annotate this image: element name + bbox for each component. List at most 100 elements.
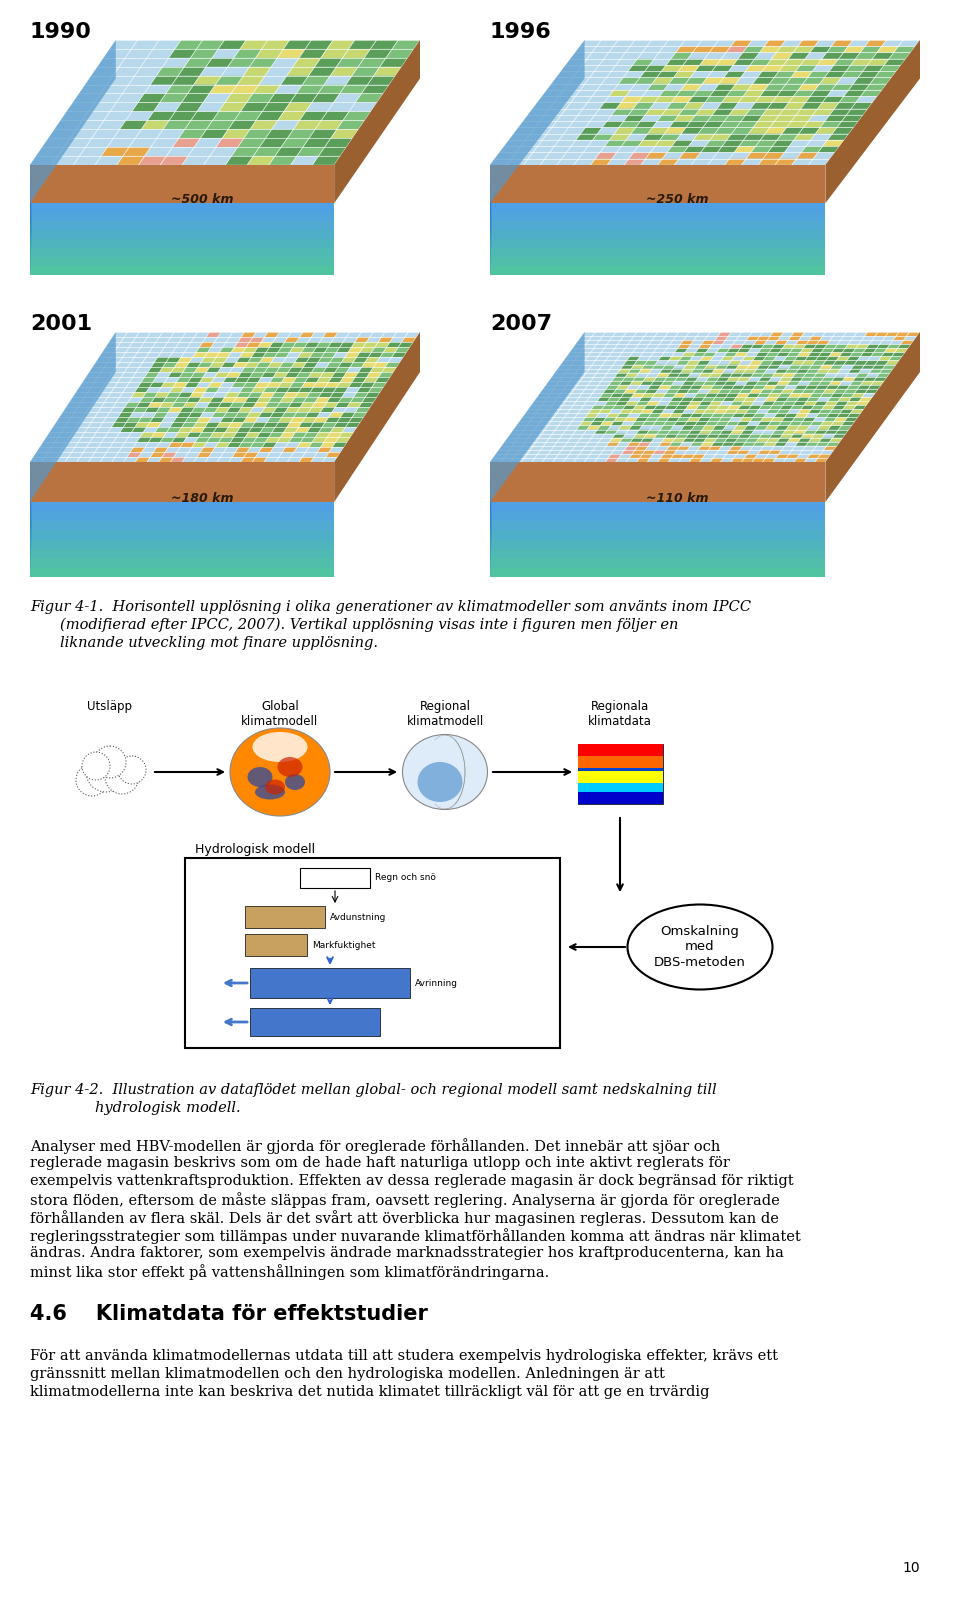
Polygon shape (30, 568, 334, 578)
Polygon shape (378, 338, 394, 342)
Polygon shape (613, 83, 636, 90)
Polygon shape (586, 413, 599, 418)
Polygon shape (603, 333, 616, 336)
Polygon shape (579, 336, 592, 341)
Polygon shape (725, 115, 746, 122)
Polygon shape (490, 224, 492, 275)
Polygon shape (559, 450, 572, 454)
Polygon shape (784, 386, 798, 389)
Polygon shape (538, 394, 551, 397)
Polygon shape (198, 362, 213, 366)
Polygon shape (598, 454, 612, 458)
Polygon shape (144, 338, 159, 342)
Polygon shape (365, 357, 380, 362)
Polygon shape (540, 158, 562, 165)
Polygon shape (761, 373, 775, 376)
Polygon shape (690, 413, 704, 418)
Polygon shape (218, 40, 246, 50)
Polygon shape (113, 67, 141, 75)
Polygon shape (634, 102, 655, 109)
Polygon shape (702, 368, 715, 373)
Polygon shape (748, 376, 761, 381)
Polygon shape (200, 378, 215, 382)
Polygon shape (695, 450, 708, 454)
Polygon shape (785, 368, 799, 373)
Polygon shape (787, 410, 801, 413)
Ellipse shape (285, 774, 305, 790)
Polygon shape (804, 344, 817, 349)
Polygon shape (756, 410, 770, 413)
Polygon shape (190, 357, 204, 362)
Polygon shape (231, 347, 247, 352)
Polygon shape (781, 389, 795, 394)
Polygon shape (578, 410, 591, 413)
Polygon shape (598, 352, 612, 357)
Polygon shape (280, 432, 296, 437)
Polygon shape (688, 139, 710, 146)
Polygon shape (712, 109, 733, 115)
Polygon shape (185, 120, 213, 130)
Polygon shape (735, 410, 749, 413)
Polygon shape (170, 387, 184, 392)
Polygon shape (618, 77, 640, 83)
Polygon shape (871, 352, 884, 357)
Polygon shape (671, 454, 684, 458)
Polygon shape (247, 411, 262, 418)
Polygon shape (612, 349, 625, 352)
Polygon shape (345, 352, 360, 357)
Polygon shape (782, 128, 804, 133)
Polygon shape (168, 406, 183, 411)
Polygon shape (185, 451, 201, 458)
Polygon shape (836, 357, 850, 360)
Polygon shape (121, 371, 136, 378)
Polygon shape (177, 378, 191, 382)
Polygon shape (633, 450, 646, 454)
Polygon shape (624, 115, 645, 122)
Polygon shape (197, 382, 211, 387)
Polygon shape (335, 402, 350, 406)
Polygon shape (337, 418, 352, 422)
Polygon shape (684, 450, 698, 454)
Polygon shape (252, 458, 267, 462)
Polygon shape (684, 365, 697, 368)
Polygon shape (692, 454, 706, 458)
Polygon shape (820, 77, 841, 83)
Polygon shape (657, 344, 670, 349)
Polygon shape (120, 427, 135, 432)
Polygon shape (247, 93, 275, 102)
Polygon shape (353, 392, 369, 397)
Polygon shape (752, 429, 765, 434)
Polygon shape (552, 373, 565, 376)
Polygon shape (240, 422, 255, 427)
Polygon shape (594, 429, 608, 434)
Polygon shape (636, 344, 649, 349)
Polygon shape (677, 446, 690, 450)
Polygon shape (684, 102, 705, 109)
Polygon shape (575, 413, 588, 418)
Polygon shape (300, 50, 327, 58)
Polygon shape (660, 397, 674, 402)
Polygon shape (72, 446, 86, 451)
Polygon shape (586, 442, 599, 446)
Polygon shape (547, 83, 568, 90)
Polygon shape (66, 437, 82, 442)
Polygon shape (513, 442, 526, 446)
Polygon shape (238, 406, 253, 411)
Polygon shape (240, 352, 254, 357)
Polygon shape (823, 333, 836, 336)
Polygon shape (609, 454, 622, 458)
Polygon shape (299, 387, 314, 392)
Polygon shape (195, 437, 210, 442)
Polygon shape (99, 442, 113, 446)
Polygon shape (829, 381, 843, 386)
Polygon shape (734, 146, 756, 152)
Text: ~180 km: ~180 km (171, 491, 233, 504)
Polygon shape (77, 422, 91, 427)
Polygon shape (709, 90, 732, 96)
Polygon shape (740, 344, 754, 349)
Polygon shape (281, 378, 297, 382)
Polygon shape (546, 438, 560, 442)
Polygon shape (245, 362, 260, 366)
Polygon shape (734, 352, 748, 357)
Polygon shape (832, 349, 846, 352)
